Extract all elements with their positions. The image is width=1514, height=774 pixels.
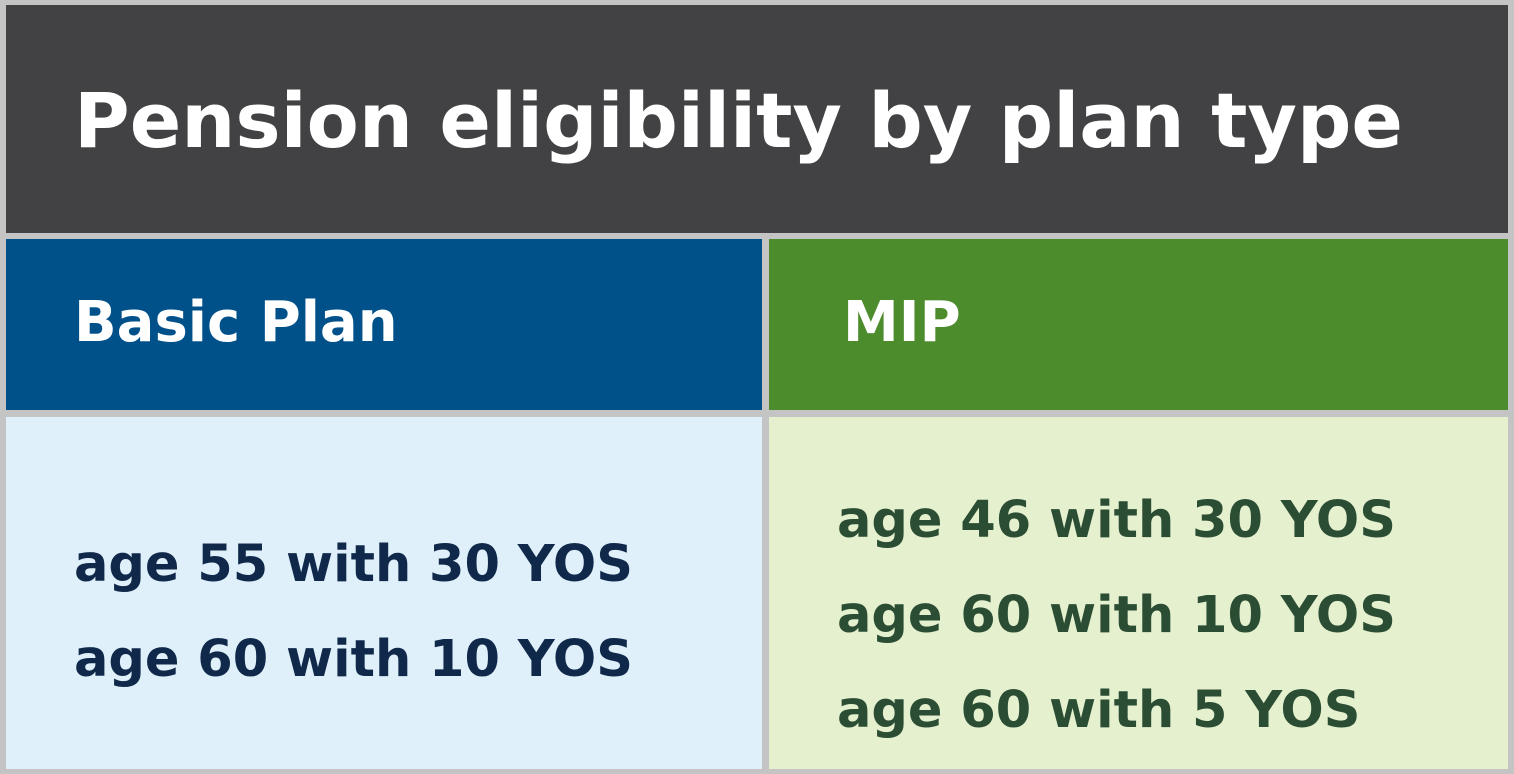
mip-rule: age 60 with 5 YOS	[837, 681, 1361, 740]
basic-plan-rule: age 55 with 30 YOS	[74, 535, 633, 594]
basic-plan-header: Basic Plan	[6, 239, 762, 410]
basic-plan-rule: age 60 with 10 YOS	[74, 630, 633, 689]
title-bar: Pension eligibility by plan type	[6, 5, 1508, 233]
mip-cell: age 46 with 30 YOS age 60 with 10 YOS ag…	[769, 417, 1508, 769]
basic-plan-cell: age 55 with 30 YOS age 60 with 10 YOS	[6, 417, 762, 769]
basic-plan-header-label: Basic Plan	[74, 290, 398, 355]
mip-rule: age 60 with 10 YOS	[837, 586, 1396, 645]
mip-header-label: MIP	[843, 290, 961, 355]
mip-rules: age 46 with 30 YOS age 60 with 10 YOS ag…	[837, 473, 1396, 758]
mip-header: MIP	[769, 239, 1508, 410]
basic-plan-rules: age 55 with 30 YOS age 60 with 10 YOS	[74, 517, 633, 707]
mip-rule: age 46 with 30 YOS	[837, 491, 1396, 550]
table-title: Pension eligibility by plan type	[74, 76, 1403, 165]
